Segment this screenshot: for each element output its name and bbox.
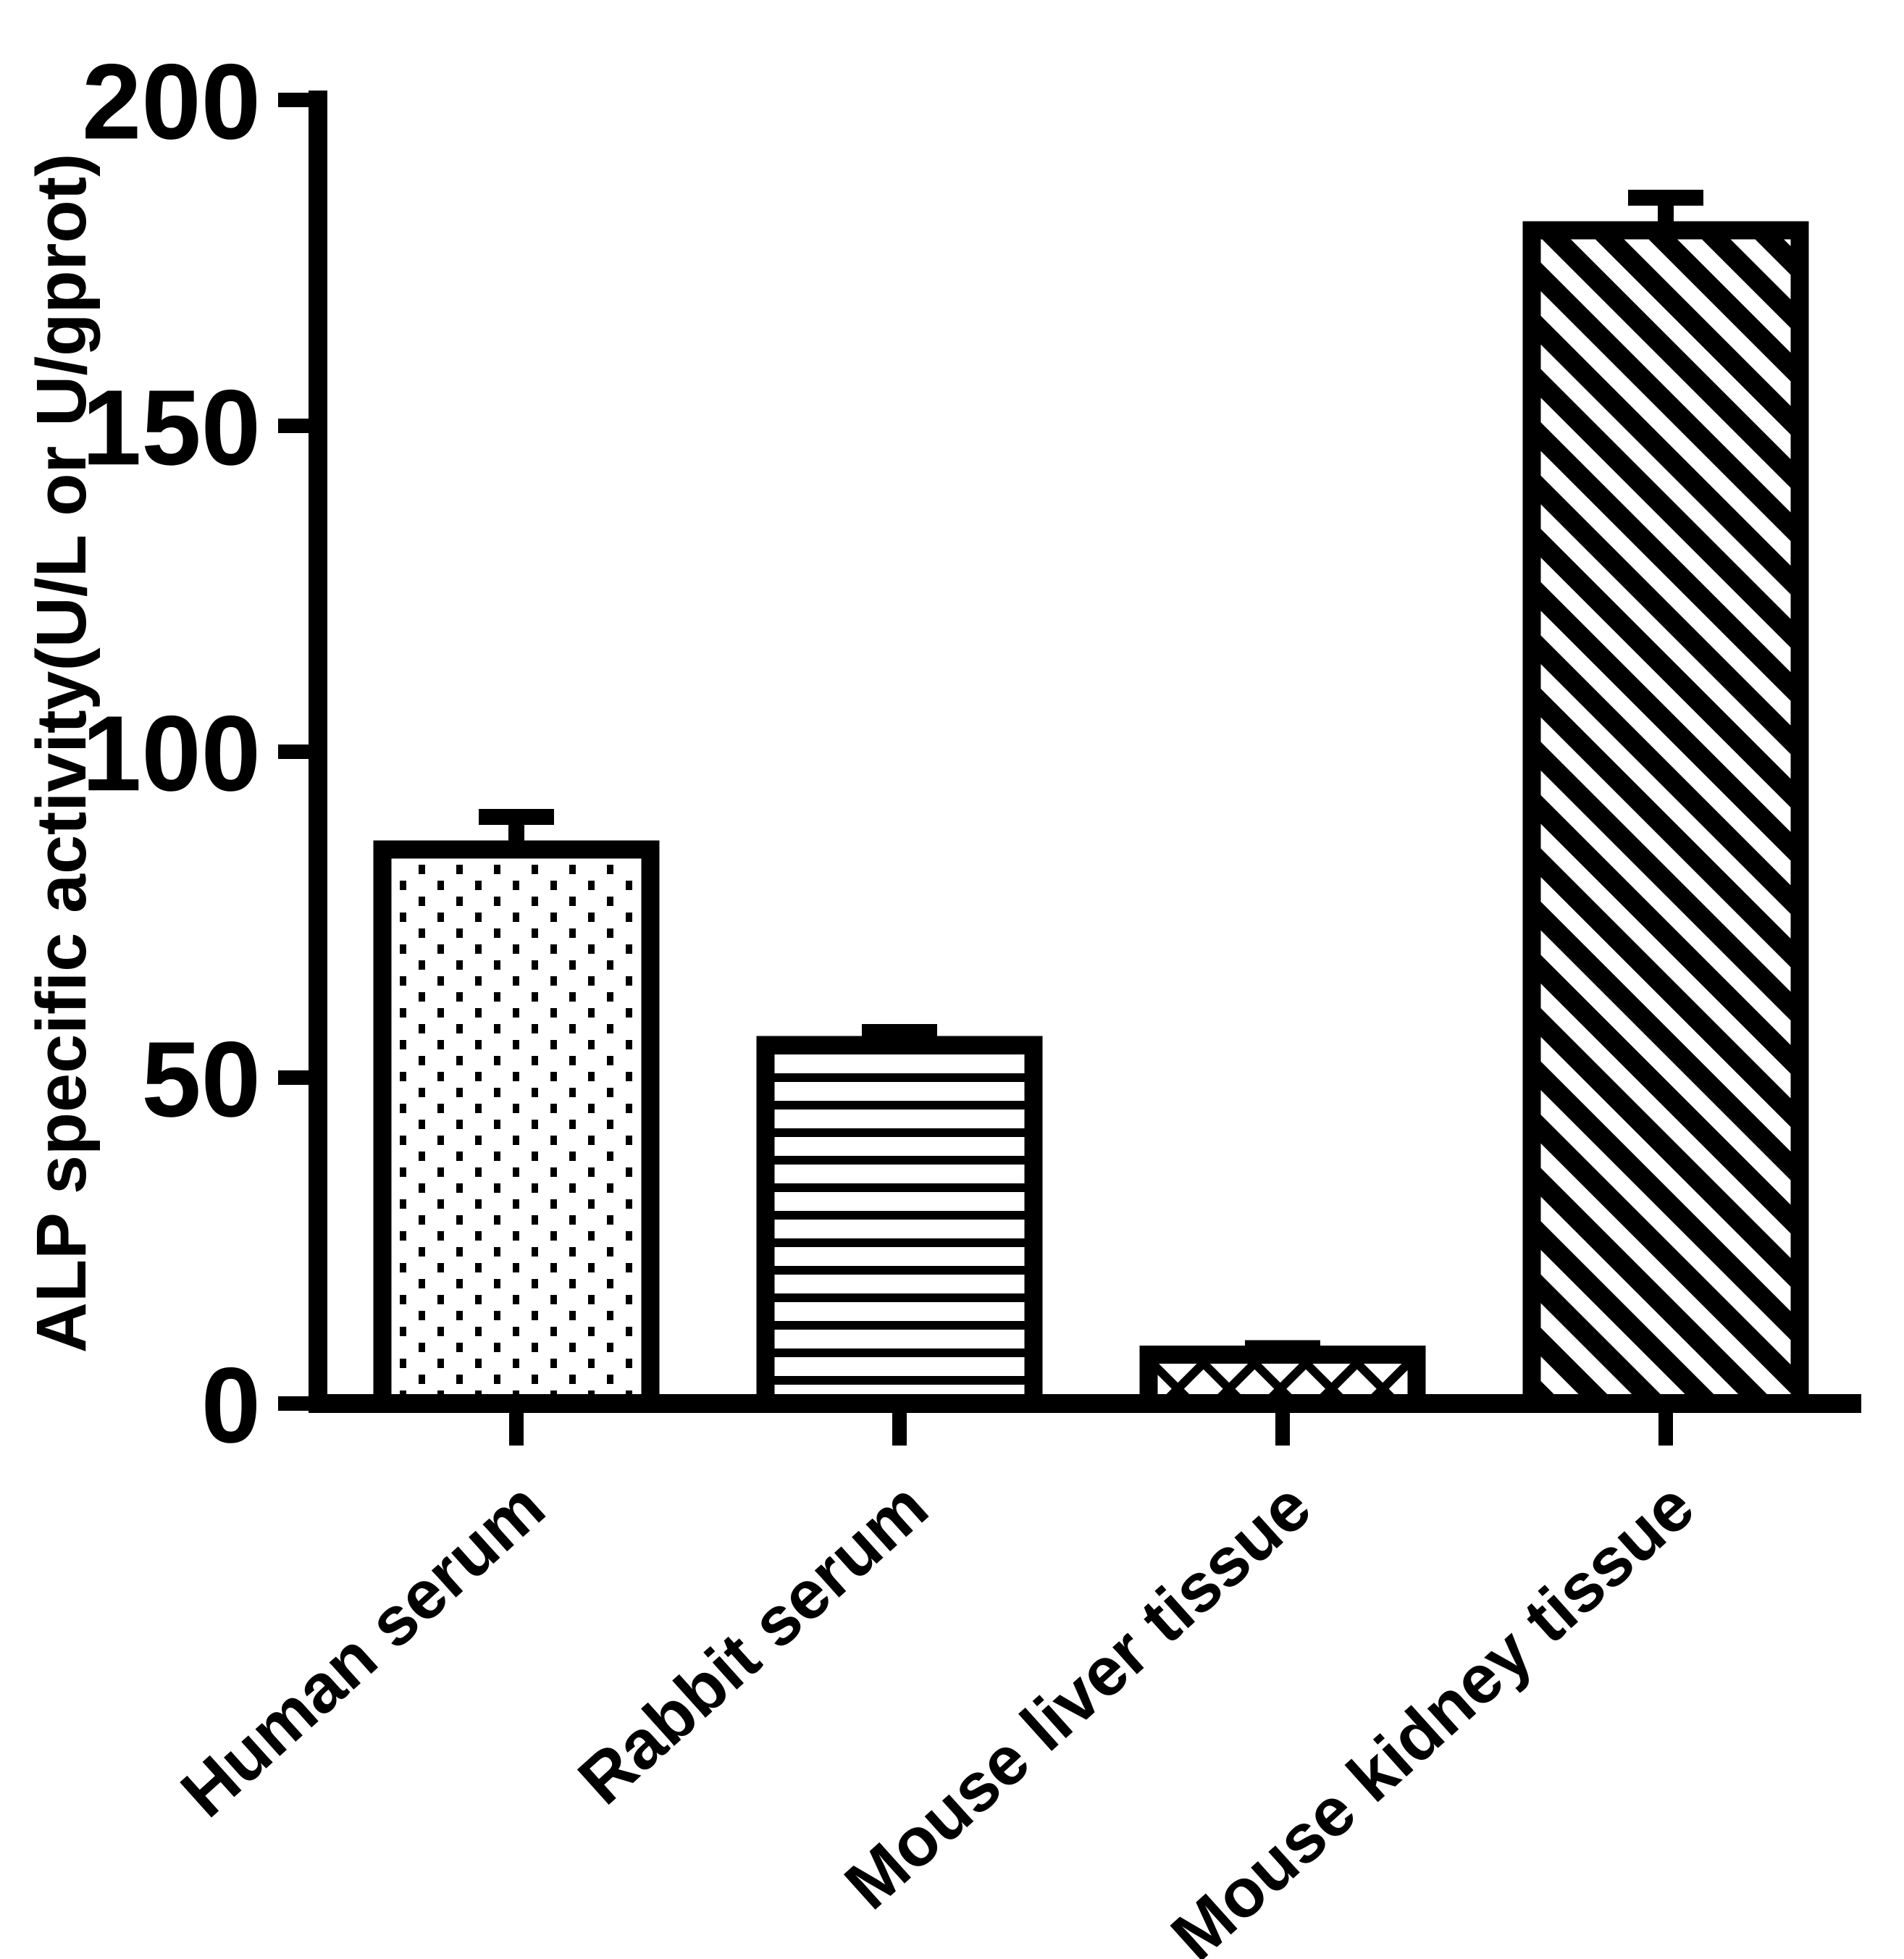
bar-human-serum xyxy=(373,840,660,1413)
bars-group xyxy=(373,221,1809,1413)
y-tick-label-100: 100 xyxy=(82,694,261,813)
y-tick-label-0: 0 xyxy=(201,1346,261,1465)
bar-mouse-kidney-tissue xyxy=(1522,221,1809,1413)
x-category-label-human-serum: Human serum xyxy=(167,1468,559,1832)
y-axis-title: ALP specific activity(U/L or U/gprot) xyxy=(22,154,101,1353)
error-bars-group xyxy=(479,190,1703,1384)
y-tick-label-200: 200 xyxy=(82,42,261,161)
y-tick-label-150: 150 xyxy=(82,368,261,487)
x-ticks-group xyxy=(509,1413,1673,1446)
bar-rabbit-serum xyxy=(756,1036,1043,1413)
y-tick-label-50: 50 xyxy=(141,1020,261,1139)
y-ticks-group: 0 50 100 150 200 xyxy=(82,42,311,1465)
x-category-label-rabbit-serum: Rabbit serum xyxy=(564,1468,942,1819)
axes-group xyxy=(309,91,1861,1413)
